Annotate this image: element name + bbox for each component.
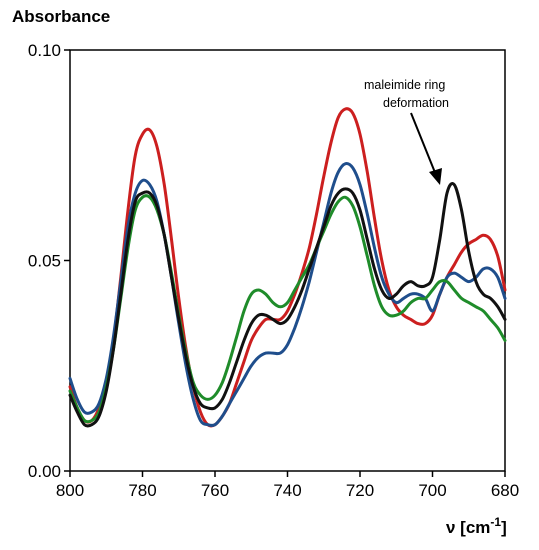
x-axis-title-close: ] <box>501 518 507 537</box>
x-axis-title-main: ν [cm <box>446 518 490 537</box>
x-axis-title-superscript: -1 <box>490 515 501 529</box>
plot-axes <box>69 49 506 472</box>
annotation-arrowhead <box>429 168 442 185</box>
y-axis-ticks: 0.00 0.05 0.10 <box>28 41 70 481</box>
series-line-3 <box>68 194 507 424</box>
annotation: maleimide ring deformation <box>364 78 449 185</box>
x-tick-label: 800 <box>56 481 84 500</box>
x-tick-label: 760 <box>201 481 229 500</box>
x-tick-label: 720 <box>346 481 374 500</box>
series-line-4 <box>68 182 507 428</box>
annotation-line-2: deformation <box>383 96 449 110</box>
y-tick-label: 0.00 <box>28 462 61 481</box>
y-tick-label: 0.05 <box>28 252 61 271</box>
x-axis-ticks: 800 780 760 740 720 700 680 <box>56 471 519 500</box>
annotation-line-1: maleimide ring <box>364 78 445 92</box>
series-group <box>68 107 507 428</box>
x-axis-title: ν [cm-1] <box>446 515 507 537</box>
y-tick-label: 0.10 <box>28 41 61 60</box>
x-tick-label: 700 <box>418 481 446 500</box>
y-axis-title: Absorbance <box>12 7 110 26</box>
plot-frame <box>69 49 506 472</box>
x-tick-label: 780 <box>128 481 156 500</box>
x-tick-label: 680 <box>491 481 519 500</box>
series-line-1 <box>68 107 507 428</box>
x-tick-label: 740 <box>273 481 301 500</box>
series-line-2 <box>68 162 507 427</box>
annotation-arrow-shaft <box>410 112 437 176</box>
